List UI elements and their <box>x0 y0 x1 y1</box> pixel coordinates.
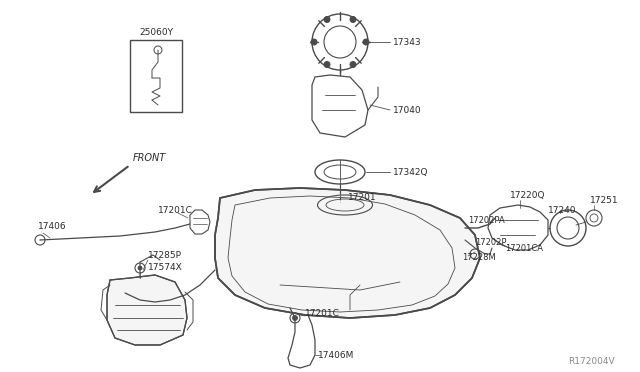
Circle shape <box>292 315 298 321</box>
Text: 17285P: 17285P <box>148 250 182 260</box>
Text: 17201CA: 17201CA <box>505 244 543 253</box>
Text: 17202PA: 17202PA <box>468 215 505 224</box>
Text: 17251: 17251 <box>590 196 619 205</box>
Text: R172004V: R172004V <box>568 357 615 366</box>
Circle shape <box>350 61 356 67</box>
Text: 17201: 17201 <box>348 192 376 202</box>
Text: FRONT: FRONT <box>133 153 166 163</box>
Text: 17574X: 17574X <box>148 263 183 272</box>
Polygon shape <box>215 188 480 318</box>
Text: 17240: 17240 <box>548 205 577 215</box>
Text: 17406M: 17406M <box>318 350 355 359</box>
Text: 17342Q: 17342Q <box>393 167 429 176</box>
Circle shape <box>350 16 356 22</box>
Text: 17343: 17343 <box>393 38 422 46</box>
Text: 17040: 17040 <box>393 106 422 115</box>
Circle shape <box>324 61 330 67</box>
Text: 17220Q: 17220Q <box>510 190 545 199</box>
Text: 17201C: 17201C <box>158 205 193 215</box>
Polygon shape <box>107 275 187 345</box>
Circle shape <box>138 266 142 270</box>
Bar <box>130 40 182 112</box>
Text: 17202P: 17202P <box>475 237 506 247</box>
Circle shape <box>311 39 317 45</box>
Circle shape <box>324 16 330 22</box>
Circle shape <box>363 39 369 45</box>
Text: 25060Y: 25060Y <box>139 28 173 36</box>
Text: 17228M: 17228M <box>462 253 496 263</box>
Text: 17201C: 17201C <box>305 310 340 318</box>
Text: 17406: 17406 <box>38 221 67 231</box>
